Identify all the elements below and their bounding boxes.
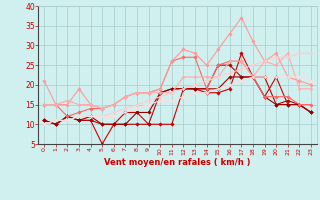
X-axis label: Vent moyen/en rafales ( km/h ): Vent moyen/en rafales ( km/h ) <box>104 158 251 167</box>
